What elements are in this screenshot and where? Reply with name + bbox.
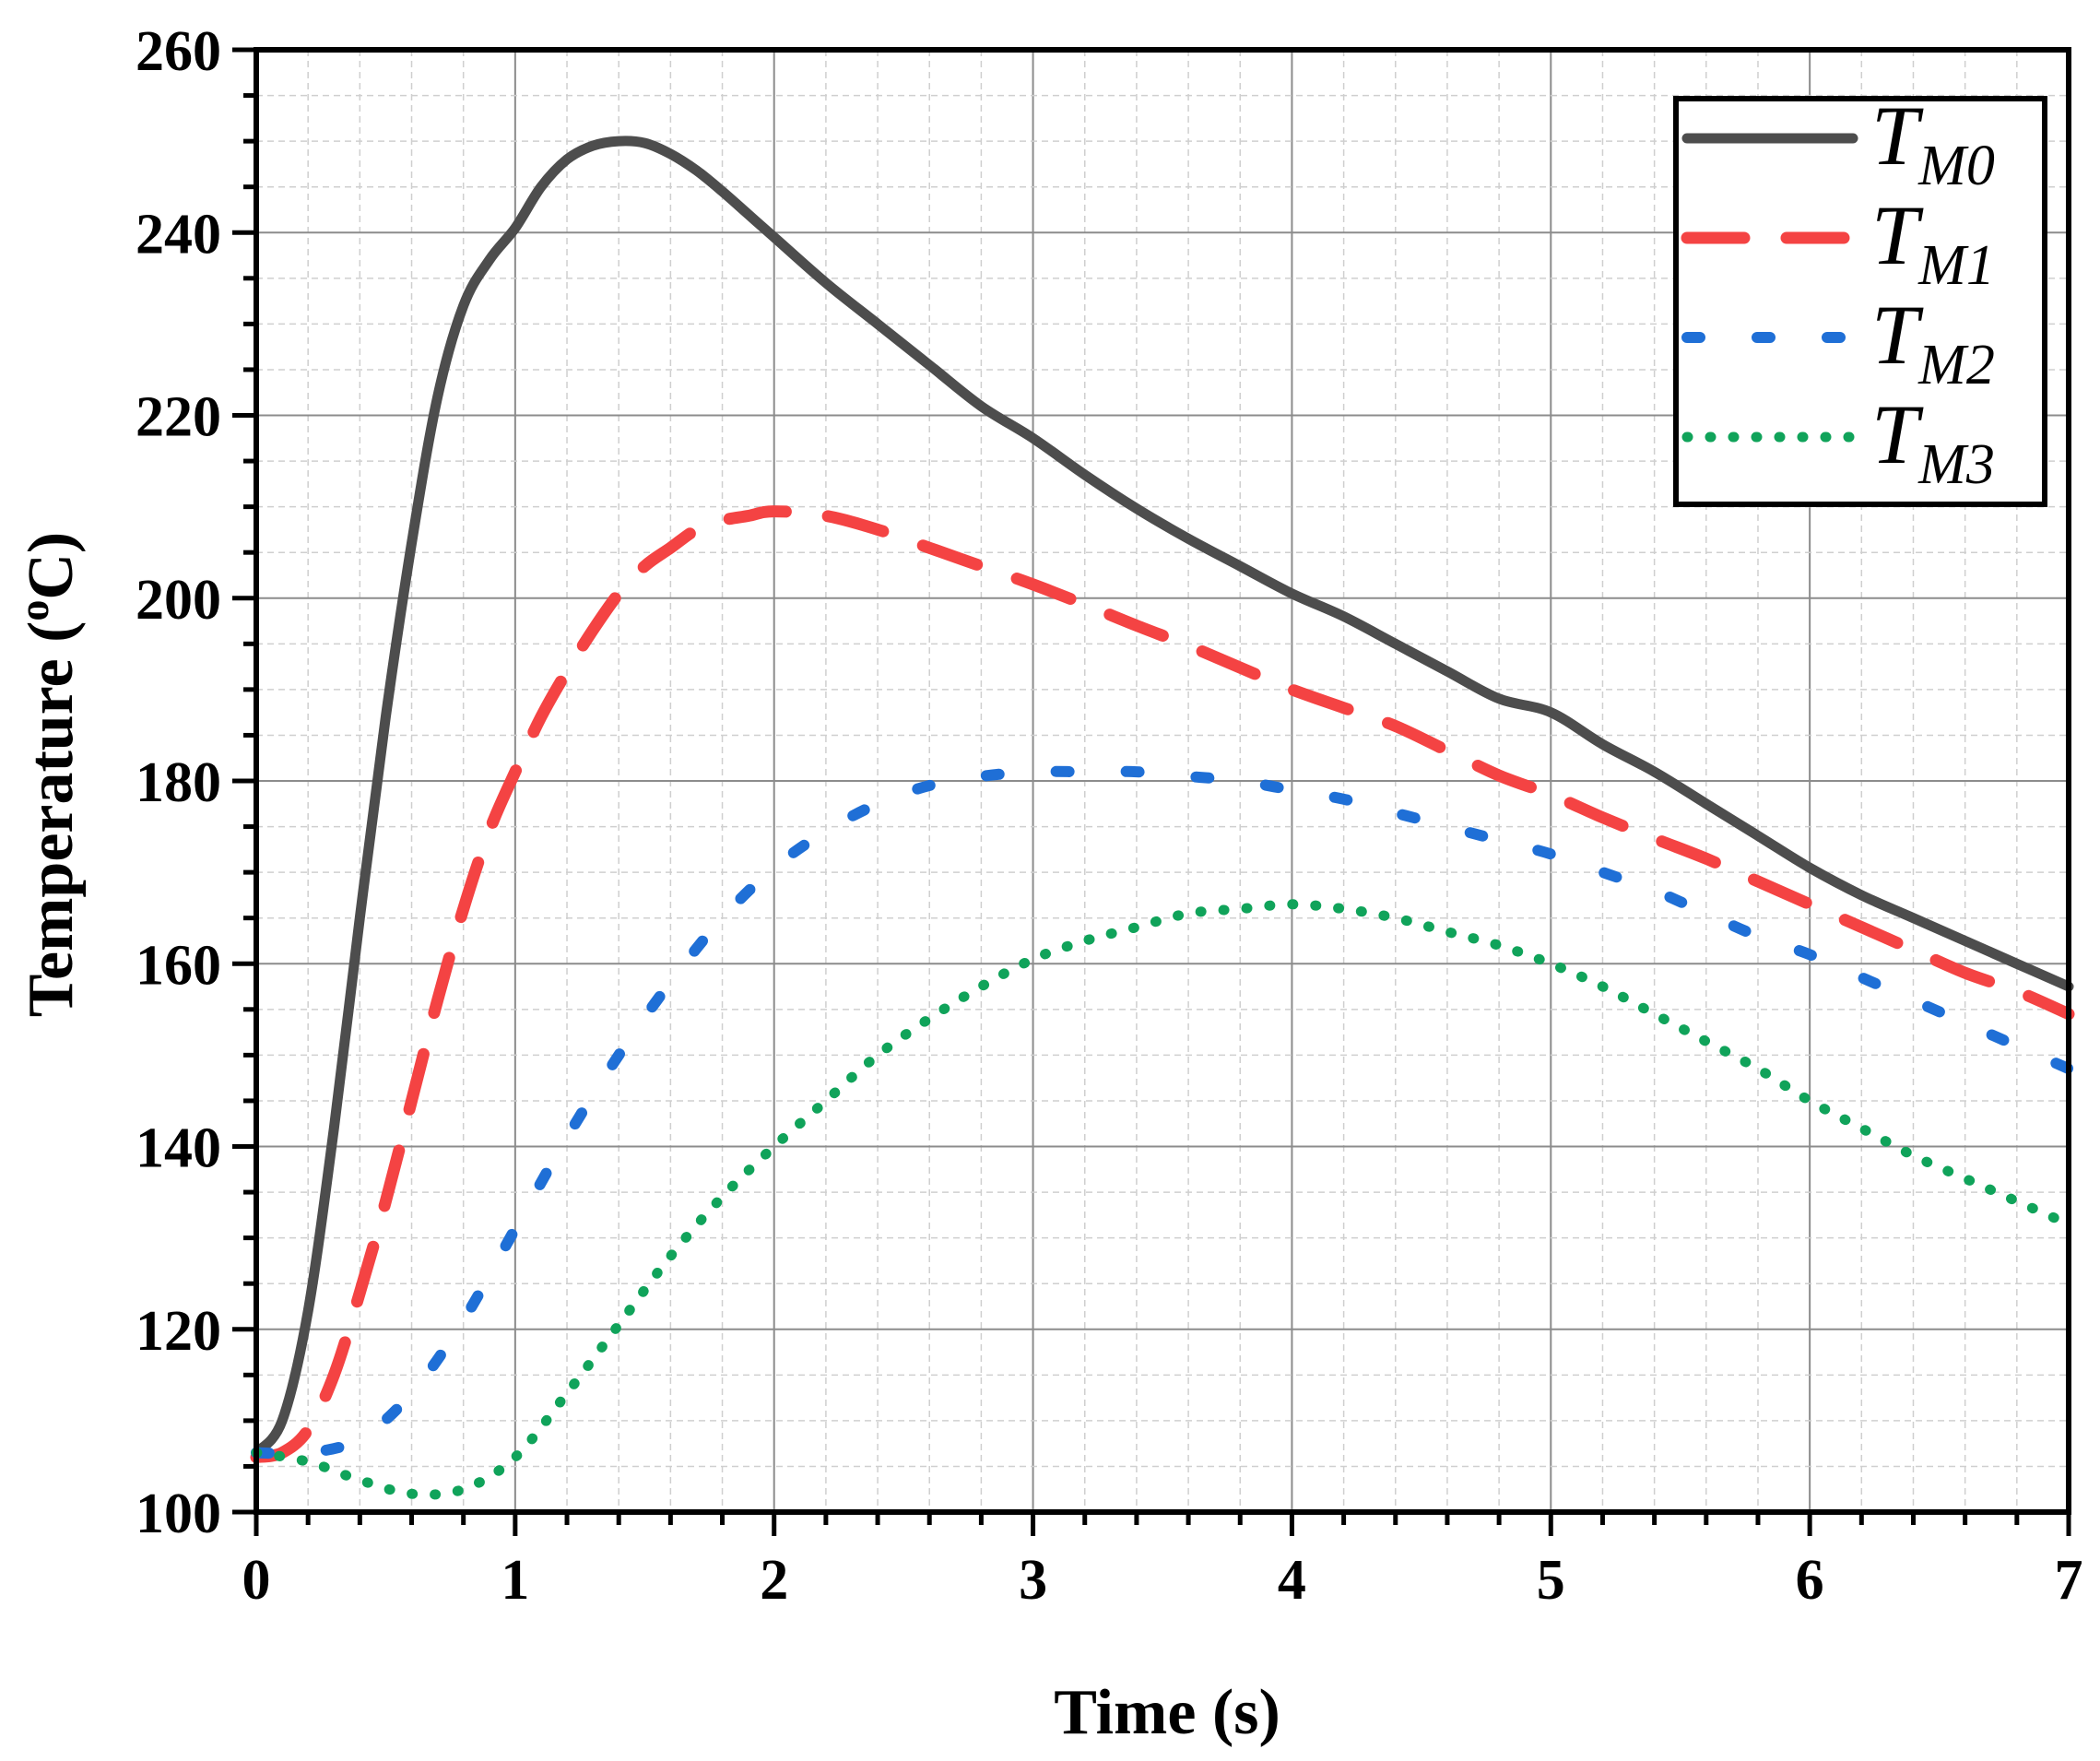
- x-tick-label: 5: [1537, 1549, 1565, 1612]
- x-tick-label: 4: [1278, 1549, 1306, 1612]
- y-tick-label: 260: [136, 20, 221, 83]
- axis-ticks: 0 1 2 3 4 5 6 7 100 120 140 160 180 200 220 240 260: [136, 20, 2083, 1612]
- series-lines: [250, 136, 2075, 1500]
- legend-label-tm2: TM2: [1871, 288, 1995, 396]
- y-tick-label: 240: [136, 203, 221, 266]
- legend-label-tm0: TM0: [1871, 89, 1995, 197]
- y-axis-title-sup: o: [10, 600, 57, 621]
- y-tick-label: 200: [136, 569, 221, 632]
- x-tick-label: 7: [2055, 1549, 2083, 1612]
- y-tick-label: 100: [136, 1483, 221, 1545]
- x-tick-label: 3: [1019, 1549, 1047, 1612]
- x-tick-label: 1: [501, 1549, 529, 1612]
- legend-label-tm3: TM3: [1871, 387, 1995, 496]
- x-axis-title: Time (s): [1054, 1677, 1280, 1748]
- y-tick-label: 220: [136, 386, 221, 449]
- series-line-tm0: [251, 136, 2074, 1459]
- series-line-tm3: [251, 899, 2074, 1500]
- y-tick-label: 120: [136, 1300, 221, 1363]
- y-tick-label: 140: [136, 1117, 221, 1180]
- y-tick-label: 160: [136, 934, 221, 997]
- x-tick-label: 6: [1796, 1549, 1824, 1612]
- y-axis-title: Temperature (oC): [10, 532, 87, 1018]
- y-axis-title-pre: Temperature (: [16, 621, 87, 1018]
- y-tick-label: 180: [136, 751, 221, 814]
- x-tick-label: 0: [242, 1549, 271, 1612]
- x-tick-label: 2: [760, 1549, 788, 1612]
- legend-label-tm1: TM1: [1871, 188, 1995, 297]
- y-axis-title-post: C): [16, 532, 87, 600]
- series-line-tm1: [250, 505, 2075, 1463]
